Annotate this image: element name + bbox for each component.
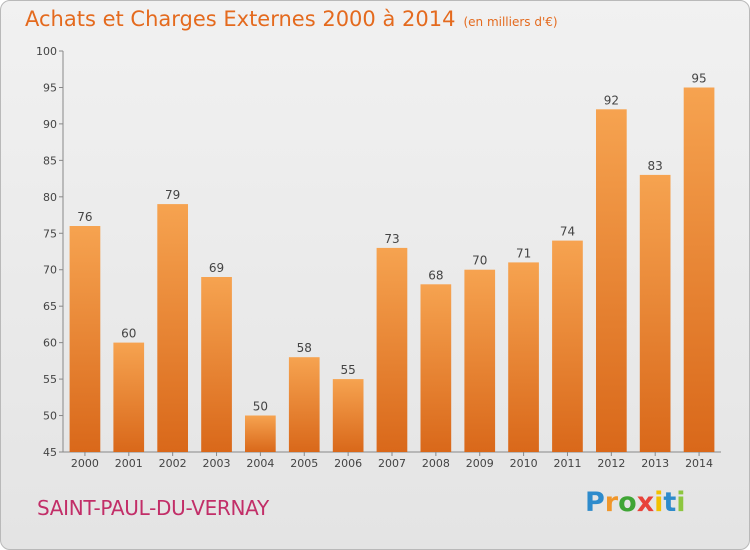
y-tick-label: 65 xyxy=(43,300,57,313)
data-label: 58 xyxy=(297,341,312,355)
bar xyxy=(420,284,452,452)
x-tick-label: 2010 xyxy=(510,457,538,470)
brand-letter: i xyxy=(654,487,664,518)
data-label: 55 xyxy=(340,363,355,377)
x-tick-label: 2005 xyxy=(290,457,318,470)
brand-letter: x xyxy=(636,487,655,518)
x-tick-label: 2012 xyxy=(597,457,625,470)
bar xyxy=(69,226,101,452)
data-label: 74 xyxy=(560,225,575,239)
data-label: 83 xyxy=(648,159,663,173)
x-tick-label: 2009 xyxy=(466,457,494,470)
bars xyxy=(69,87,715,453)
y-tick-label: 55 xyxy=(43,373,57,386)
bar xyxy=(464,269,496,452)
x-tick-label: 2014 xyxy=(685,457,713,470)
bar xyxy=(332,379,364,452)
y-tick-label: 70 xyxy=(43,264,57,277)
x-tick-label: 2013 xyxy=(641,457,669,470)
x-tick-label: 2007 xyxy=(378,457,406,470)
chart-title: Achats et Charges Externes 2000 à 2014 (e… xyxy=(25,7,558,31)
x-tick-label: 2011 xyxy=(553,457,581,470)
x-axis: 2000 2001 2002 2003 2004 2005 2006 2007 2008 2009… xyxy=(63,451,721,470)
x-tick-label: 2008 xyxy=(422,457,450,470)
data-label: 95 xyxy=(691,71,706,85)
bar xyxy=(639,174,671,452)
bar xyxy=(683,87,715,452)
bar xyxy=(113,342,145,452)
x-tick-label: 2000 xyxy=(71,457,99,470)
data-label: 71 xyxy=(516,246,531,260)
data-label: 60 xyxy=(121,327,136,341)
data-label: 79 xyxy=(165,188,180,202)
brand-letter: r xyxy=(604,487,619,518)
brand-letter: o xyxy=(618,487,637,518)
brand-letter: t xyxy=(663,487,677,518)
y-tick-label: 95 xyxy=(43,81,57,94)
y-tick-label: 85 xyxy=(43,154,57,167)
y-tick-label: 80 xyxy=(43,191,57,204)
x-tick-label: 2001 xyxy=(115,457,143,470)
title-text: Achats et Charges Externes 2000 à 2014 xyxy=(25,7,456,31)
x-tick-label: 2006 xyxy=(334,457,362,470)
x-tick-label: 2004 xyxy=(246,457,274,470)
bar xyxy=(376,247,408,452)
y-tick-label: 75 xyxy=(43,227,57,240)
data-label: 92 xyxy=(604,93,619,107)
x-tick-label: 2002 xyxy=(159,457,187,470)
data-labels: 76 60 79 69 50 58 55 73 68 70 71 74 92 83 95 xyxy=(77,71,706,413)
brand-logo: Proxiti xyxy=(585,487,686,518)
y-tick-label: 90 xyxy=(43,118,57,131)
data-label: 69 xyxy=(209,261,224,275)
y-axis: 45 50 55 60 65 70 75 80 85 90 95 100 xyxy=(36,45,64,459)
y-tick-label: 45 xyxy=(43,446,57,459)
bar xyxy=(596,109,627,453)
bar xyxy=(157,204,188,452)
bar xyxy=(288,357,320,452)
bar xyxy=(201,277,232,452)
data-label: 73 xyxy=(384,232,399,246)
data-label: 70 xyxy=(472,254,487,268)
data-label: 68 xyxy=(428,268,443,282)
data-label: 50 xyxy=(253,400,268,414)
bar xyxy=(245,415,276,452)
y-tick-label: 50 xyxy=(43,410,57,423)
brand-letter: P xyxy=(585,487,605,518)
brand-letter: i xyxy=(676,487,686,518)
y-tick-label: 60 xyxy=(43,337,57,350)
data-label: 76 xyxy=(77,210,92,224)
y-tick-label: 100 xyxy=(36,45,57,58)
bar xyxy=(508,262,539,452)
x-tick-label: 2003 xyxy=(203,457,231,470)
bar xyxy=(552,240,583,452)
chart-subtitle: (en milliers d'€) xyxy=(463,15,558,29)
town-name: SAINT-PAUL-DU-VERNAY xyxy=(37,496,269,520)
